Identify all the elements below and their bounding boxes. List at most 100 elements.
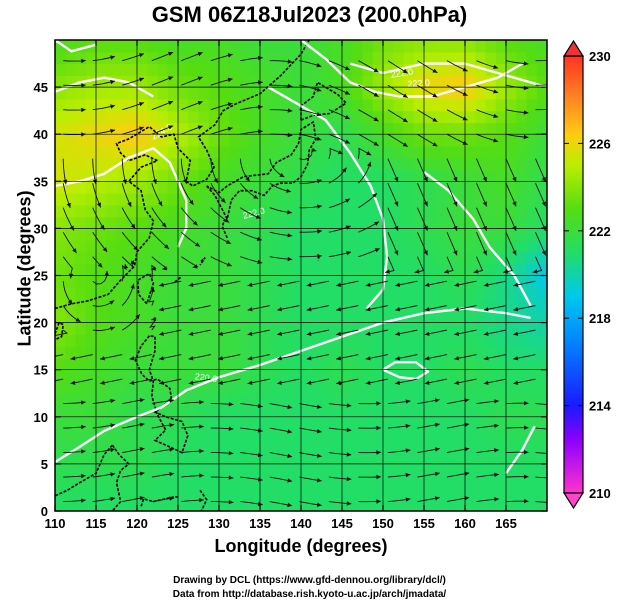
field-cell bbox=[506, 487, 517, 500]
field-cell bbox=[444, 357, 456, 371]
field-cell bbox=[249, 87, 261, 100]
field-cell bbox=[126, 193, 138, 206]
streamline-arrow bbox=[503, 269, 508, 274]
field-cell bbox=[239, 63, 251, 76]
field-cell bbox=[495, 134, 507, 147]
field-cell bbox=[198, 204, 210, 218]
field-cell bbox=[116, 98, 128, 112]
streamline-arrow bbox=[336, 282, 341, 287]
streamline-arrow bbox=[454, 282, 460, 287]
field-cell bbox=[198, 369, 210, 383]
field-cell bbox=[372, 98, 384, 112]
field-cell bbox=[383, 357, 394, 371]
field-cell bbox=[167, 287, 179, 300]
field-cell bbox=[444, 440, 456, 453]
streamline-arrow bbox=[432, 93, 438, 98]
field-cell bbox=[65, 393, 77, 406]
field-cell bbox=[208, 322, 220, 335]
field-cell bbox=[126, 216, 138, 230]
field-cell bbox=[65, 98, 77, 112]
field-cell bbox=[342, 310, 353, 324]
field-cell bbox=[311, 204, 323, 218]
field-cell bbox=[413, 51, 425, 65]
field-cell bbox=[249, 193, 261, 206]
field-cell bbox=[85, 275, 97, 288]
field-cell bbox=[331, 334, 343, 347]
streamline-arrow bbox=[139, 422, 145, 427]
field-cell bbox=[393, 98, 405, 112]
field-cell bbox=[393, 287, 405, 300]
field-cell bbox=[270, 275, 282, 288]
field-cell bbox=[198, 393, 210, 406]
field-cell bbox=[85, 216, 97, 230]
field-cell bbox=[188, 169, 200, 182]
streamline-arrow bbox=[373, 117, 379, 122]
field-cell bbox=[137, 405, 148, 418]
field-cell bbox=[465, 322, 476, 335]
field-cell bbox=[393, 405, 405, 418]
field-cell bbox=[526, 157, 538, 171]
field-cell bbox=[362, 275, 374, 288]
streamline-arrow bbox=[169, 423, 175, 428]
streamline-arrow bbox=[169, 496, 175, 501]
field-cell bbox=[249, 145, 261, 159]
field-cell bbox=[167, 87, 179, 100]
field-cell bbox=[372, 299, 384, 312]
streamline-arrow bbox=[41, 356, 46, 360]
field-cell bbox=[290, 157, 302, 171]
field-cell bbox=[465, 122, 476, 135]
field-cell bbox=[219, 428, 230, 441]
field-cell bbox=[475, 110, 487, 124]
streamline-arrow bbox=[159, 380, 164, 385]
field-cell bbox=[178, 499, 189, 511]
field-cell bbox=[413, 98, 425, 112]
field-cell bbox=[147, 381, 159, 394]
field-cell bbox=[147, 287, 159, 300]
streamline-arrow bbox=[169, 398, 175, 403]
field-cell bbox=[219, 452, 230, 465]
field-cell bbox=[475, 322, 487, 335]
field-cell bbox=[526, 263, 538, 277]
field-cell bbox=[116, 275, 128, 288]
streamline-arrow bbox=[189, 199, 194, 205]
field-cell bbox=[188, 216, 200, 230]
field-cell bbox=[147, 51, 159, 65]
field-cell bbox=[393, 487, 405, 500]
field-cell bbox=[362, 228, 374, 241]
field-cell bbox=[393, 263, 405, 277]
field-cell bbox=[536, 75, 547, 88]
field-cell bbox=[311, 98, 323, 112]
field-cell bbox=[331, 369, 343, 383]
field-cell bbox=[96, 440, 107, 453]
field-cell bbox=[475, 204, 487, 218]
field-cell bbox=[424, 287, 435, 300]
streamline-arrow bbox=[346, 476, 352, 482]
field-cell bbox=[475, 263, 487, 277]
streamline-arrow bbox=[336, 331, 341, 336]
field-cell bbox=[75, 51, 87, 65]
field-cell bbox=[280, 299, 292, 312]
field-cell bbox=[167, 416, 179, 430]
field-cell bbox=[280, 475, 292, 489]
field-cell bbox=[208, 393, 220, 406]
field-cell bbox=[147, 499, 159, 511]
field-cell bbox=[280, 369, 292, 383]
field-cell bbox=[229, 322, 241, 335]
field-cell bbox=[85, 346, 97, 359]
field-cell bbox=[485, 357, 497, 371]
streamline-arrow bbox=[434, 447, 440, 452]
field-cell bbox=[413, 299, 425, 312]
field-cell bbox=[475, 193, 487, 206]
streamline-arrow bbox=[228, 451, 234, 456]
field-cell bbox=[506, 110, 517, 124]
field-cell bbox=[147, 193, 159, 206]
field-cell bbox=[188, 299, 200, 312]
field-cell bbox=[311, 463, 323, 477]
field-cell bbox=[424, 381, 435, 394]
field-cell bbox=[475, 310, 487, 324]
field-cell bbox=[413, 87, 425, 100]
field-cell bbox=[444, 157, 456, 171]
field-cell bbox=[526, 287, 538, 300]
field-cell bbox=[536, 416, 547, 430]
field-cell bbox=[219, 193, 230, 206]
